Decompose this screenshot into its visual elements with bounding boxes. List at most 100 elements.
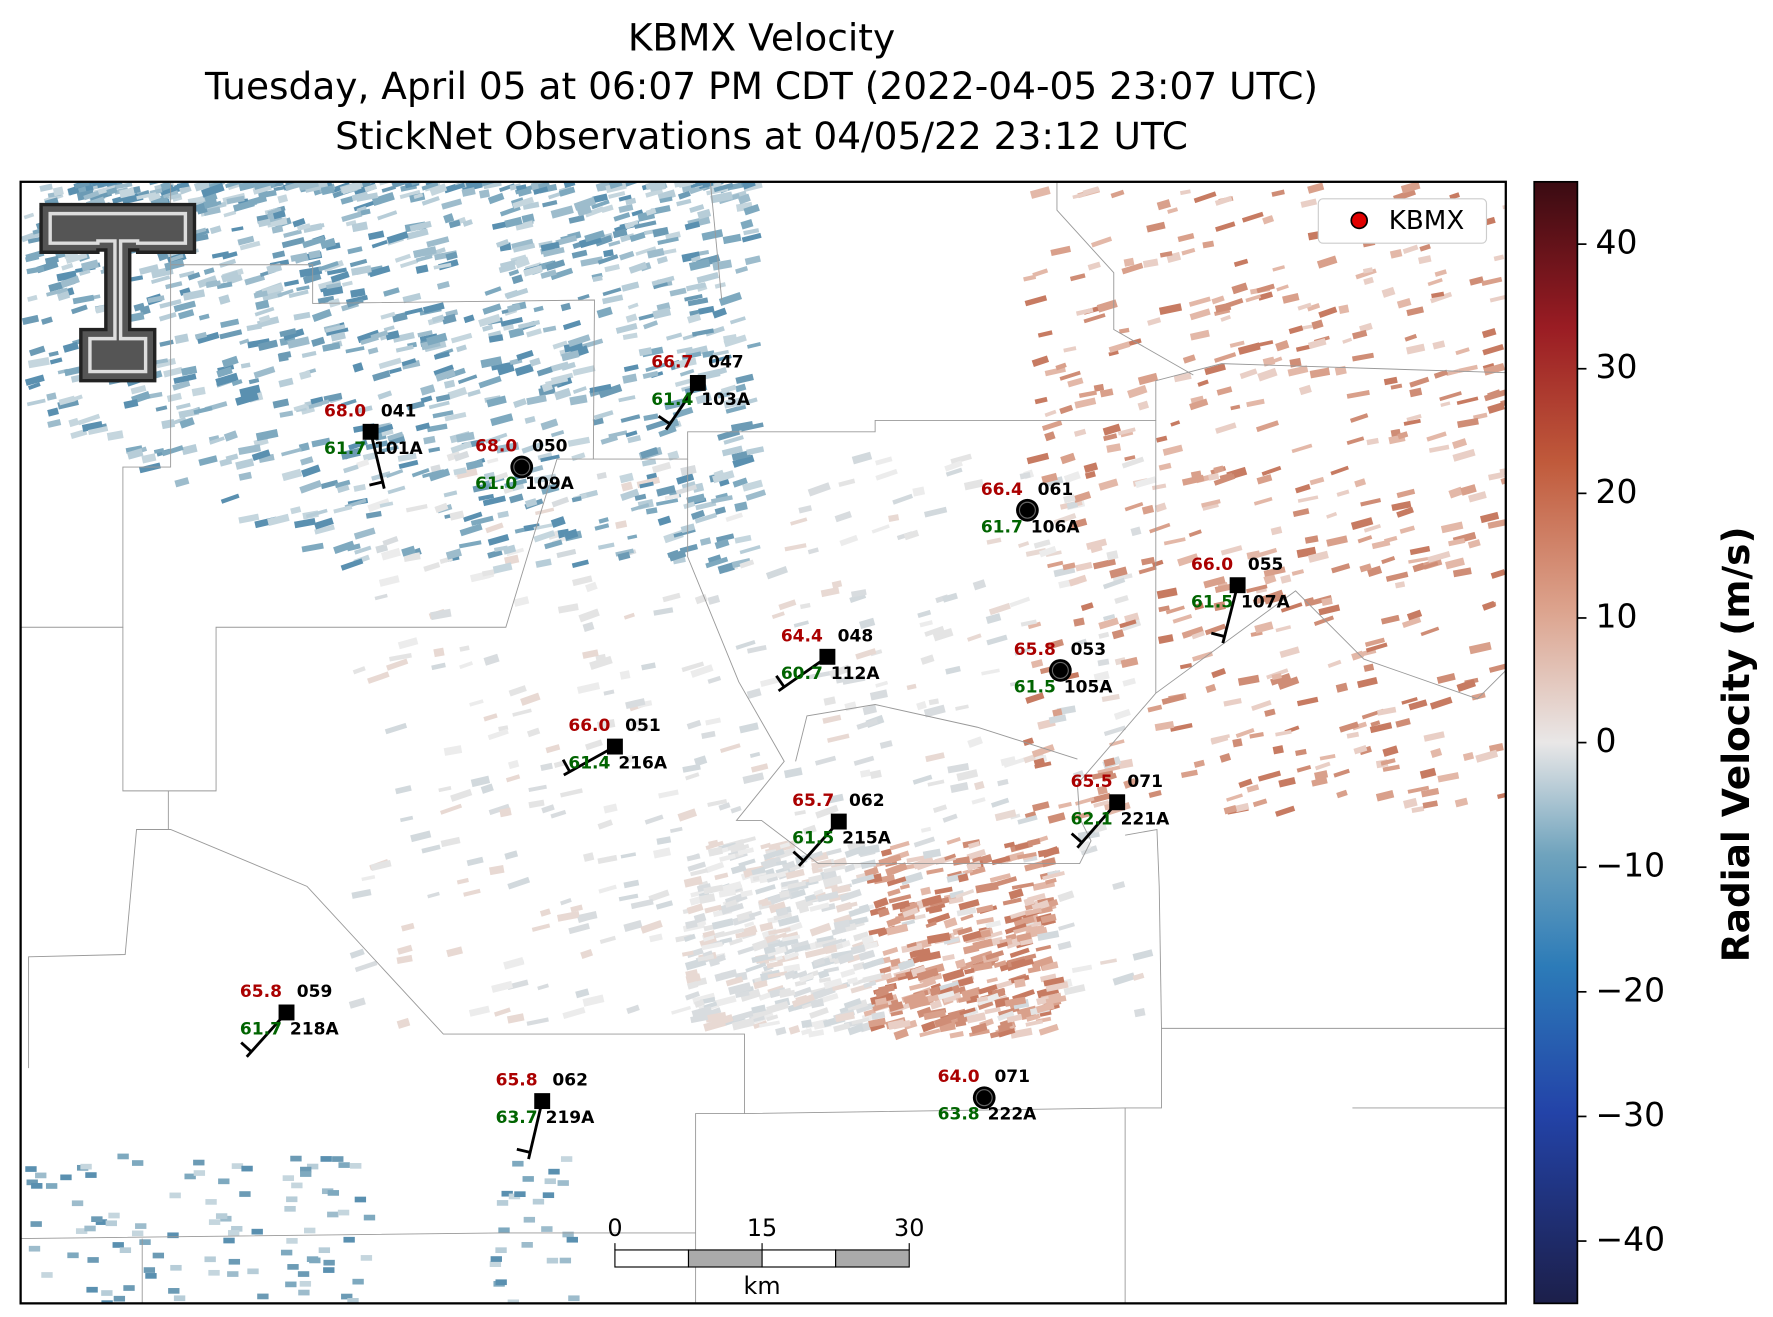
station-marker: [1051, 661, 1069, 679]
radar-gate: [906, 942, 917, 949]
radar-gate: [286, 1238, 298, 1244]
radar-gate: [459, 661, 474, 670]
radar-gate: [488, 471, 509, 483]
radar-gate: [707, 846, 723, 857]
radar-gate: [1282, 292, 1300, 304]
radar-gate: [597, 819, 613, 830]
radar-gate: [433, 262, 452, 270]
radar-gate: [384, 722, 408, 735]
radar-gate: [827, 733, 850, 743]
radar-gate: [203, 267, 215, 275]
radar-gate: [1298, 384, 1312, 396]
radar-gate: [599, 935, 616, 945]
radar-gate: [1193, 759, 1205, 768]
wind-barb: [561, 759, 571, 773]
radar-gate: [1254, 547, 1278, 559]
radar-gate: [1179, 189, 1191, 196]
radar-gate: [1017, 814, 1038, 825]
radar-gate: [1011, 882, 1035, 890]
radar-gate: [868, 927, 887, 936]
radar-gate: [386, 231, 409, 244]
radar-gate: [823, 696, 836, 706]
radar-gate: [533, 530, 556, 543]
radar-gate: [1052, 708, 1063, 717]
radar-gate: [1235, 728, 1255, 739]
radar-gate: [862, 972, 885, 984]
radar-gate: [920, 654, 935, 665]
dewpoint: 61.5: [792, 829, 834, 849]
radar-gate: [730, 843, 750, 853]
radar-gate: [627, 434, 642, 444]
temperature: 66.7: [651, 352, 693, 372]
radar-gate: [481, 569, 495, 577]
radar-gate: [1380, 758, 1396, 766]
radar-gate: [602, 287, 622, 297]
colorbar-tick-label: 30: [1596, 347, 1638, 386]
radar-gate: [485, 522, 504, 534]
radar-gate: [26, 398, 46, 407]
radar-gate: [874, 987, 890, 998]
radar-gate: [775, 1026, 787, 1036]
radar-gate: [571, 496, 582, 503]
radar-gate: [1400, 181, 1421, 194]
radar-gate: [557, 603, 579, 614]
radar-gate: [397, 637, 419, 650]
radar-gate: [1059, 404, 1074, 415]
radar-gate: [1262, 356, 1276, 367]
radar-gate: [508, 327, 525, 339]
radar-gate: [1455, 347, 1470, 356]
radar-gate: [1326, 535, 1348, 547]
radar-gate: [552, 340, 568, 350]
radar-gate: [693, 755, 708, 767]
radar-gate: [1314, 761, 1331, 771]
radar-gate: [463, 314, 475, 324]
radar-gate: [1456, 679, 1476, 692]
radar-gate: [1430, 748, 1443, 758]
radar-gate: [568, 1295, 580, 1302]
station-marker: [606, 738, 623, 755]
radar-gate: [776, 907, 789, 917]
radar-gate: [427, 891, 440, 899]
radar-gate: [814, 937, 838, 948]
radar-gate: [1420, 626, 1440, 637]
colorbar-tick-label: 20: [1596, 472, 1638, 511]
radar-gate: [912, 774, 933, 785]
radar-gate: [690, 664, 714, 678]
radar-gate: [575, 988, 590, 999]
radar-gate: [322, 342, 341, 352]
radar-gate: [435, 368, 456, 382]
radar-gate: [790, 940, 810, 950]
radar-gate: [889, 840, 910, 851]
radar-gate: [239, 384, 261, 397]
radar-gate: [143, 1267, 156, 1273]
radar-gate: [432, 410, 454, 419]
radar-gate: [492, 562, 513, 574]
radar-gate: [1033, 539, 1051, 549]
radar-gate: [380, 547, 402, 561]
radar-gate: [223, 430, 238, 442]
radar-gate: [1234, 802, 1250, 813]
radar-gate: [96, 181, 117, 189]
radar-gate: [532, 1198, 545, 1205]
radar-gate: [204, 1256, 216, 1263]
station-id: 109A: [525, 474, 575, 494]
radar-gate: [645, 181, 657, 191]
radar-gate: [375, 543, 389, 554]
radar-gate: [681, 661, 705, 673]
radar-gate: [1098, 631, 1110, 639]
radar-gate: [1161, 693, 1185, 705]
county-lines: [20, 181, 1506, 1304]
radar-gate: [591, 199, 610, 210]
radar-gate: [1291, 569, 1305, 576]
radar-gate: [942, 954, 955, 962]
radar-gate: [1231, 282, 1249, 295]
radar-gate: [448, 219, 461, 229]
radar-gate: [809, 1007, 829, 1019]
radar-gate: [855, 1002, 876, 1014]
radar-gate: [406, 400, 425, 411]
radar-gate: [1429, 696, 1453, 710]
radar-gate: [101, 1300, 113, 1304]
radar-gate: [1396, 297, 1412, 309]
temperature: 64.0: [938, 1067, 980, 1087]
radar-gate: [773, 912, 793, 921]
